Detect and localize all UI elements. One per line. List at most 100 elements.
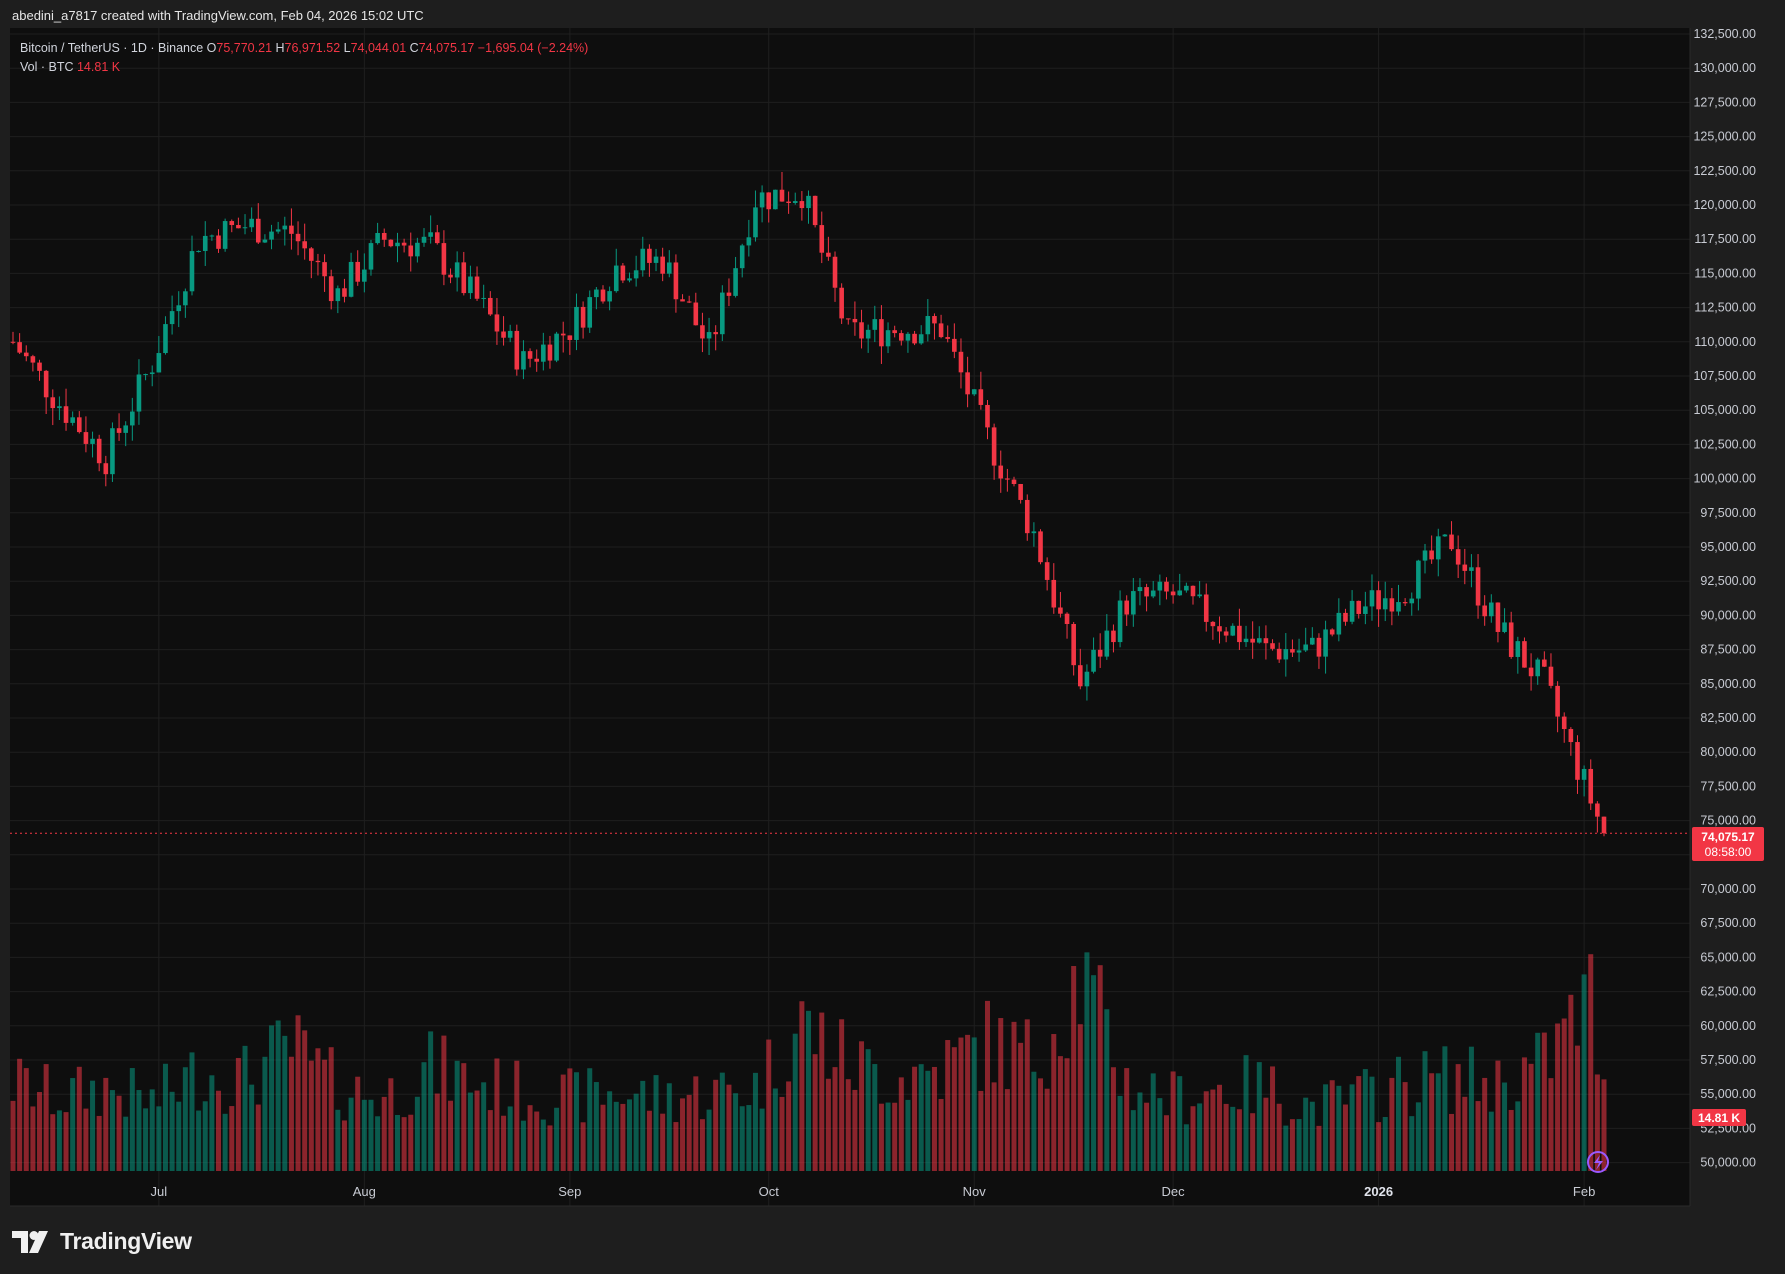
- y-tick-label: 130,000.00: [1693, 61, 1756, 75]
- y-tick-label: 77,500.00: [1700, 779, 1756, 793]
- candle-body: [534, 358, 540, 362]
- candle-body: [123, 425, 128, 433]
- volume-bar: [441, 1035, 447, 1171]
- volume-bar: [825, 1078, 831, 1171]
- volume-bar: [109, 1090, 115, 1171]
- volume-bar: [401, 1117, 407, 1171]
- volume-bar: [892, 1102, 898, 1171]
- price-axis[interactable]: 132,500.00 130,000.00 127,500.00 125,000.00…: [1693, 27, 1756, 1170]
- candle-body: [481, 297, 486, 299]
- candle-body: [1044, 562, 1050, 580]
- y-tick-label: 100,000.00: [1693, 472, 1756, 486]
- candle-body: [865, 329, 871, 339]
- volume-bar: [1435, 1073, 1441, 1171]
- volume-bar: [1137, 1092, 1143, 1171]
- volume-bar: [1270, 1066, 1276, 1171]
- volume-bar: [560, 1074, 566, 1171]
- candle-body: [547, 344, 553, 361]
- candle-body: [1449, 534, 1454, 550]
- y-tick-label: 127,500.00: [1693, 95, 1756, 109]
- volume-bar: [819, 1012, 825, 1171]
- volume-bar: [739, 1106, 745, 1171]
- volume-bar: [1217, 1084, 1223, 1171]
- candle-body: [1283, 649, 1289, 660]
- candle-body: [1077, 665, 1083, 687]
- candle-body: [567, 335, 573, 340]
- volume-bar: [83, 1108, 89, 1171]
- candle-body: [295, 233, 301, 242]
- volume-bar: [547, 1125, 553, 1171]
- volume-bar: [182, 1067, 188, 1171]
- volume-bar: [1455, 1064, 1461, 1171]
- volume-bar: [1395, 1056, 1401, 1171]
- volume-bar: [786, 1081, 792, 1171]
- volume-bar: [958, 1037, 964, 1171]
- candle-body: [17, 342, 22, 353]
- candle-body: [368, 243, 374, 270]
- y-tick-label: 80,000.00: [1700, 745, 1756, 759]
- candle-body: [905, 333, 911, 341]
- volume-bar: [534, 1111, 540, 1171]
- candle-body: [899, 333, 904, 341]
- y-tick-label: 92,500.00: [1700, 574, 1756, 588]
- candle-body: [110, 428, 115, 475]
- volume-bar: [196, 1110, 202, 1171]
- volume-bar: [1044, 1088, 1050, 1171]
- volume-bar: [1508, 1109, 1514, 1171]
- time-axis[interactable]: Jul Aug Sep Oct Nov Dec 2026 Feb: [151, 1184, 1596, 1199]
- y-tick-label: 97,500.00: [1700, 506, 1756, 520]
- volume-bar: [1449, 1113, 1455, 1171]
- volume-bar: [242, 1045, 248, 1171]
- tradingview-logo[interactable]: TradingView: [12, 1228, 192, 1255]
- volume-bar: [852, 1089, 858, 1171]
- candle-body: [1482, 605, 1487, 617]
- replay-icon[interactable]: [1587, 1151, 1609, 1173]
- y-tick-label: 117,500.00: [1694, 232, 1756, 246]
- candle-body: [1303, 644, 1308, 651]
- candle-body: [1005, 478, 1010, 480]
- volume-bar: [1190, 1106, 1196, 1171]
- candle-body: [249, 218, 254, 228]
- price-chart[interactable]: 132,500.00 130,000.00 127,500.00 125,000.00…: [0, 0, 1785, 1220]
- candle-body: [627, 278, 632, 281]
- volume-bar: [176, 1101, 182, 1171]
- candle-body: [196, 250, 201, 252]
- low-label: L: [343, 41, 351, 55]
- volume-bar: [660, 1113, 666, 1171]
- volume-bar: [156, 1106, 162, 1171]
- volume-bar: [978, 1090, 984, 1171]
- volume-bar: [1130, 1110, 1136, 1171]
- candle-body: [421, 236, 427, 243]
- volume-bar: [567, 1068, 573, 1171]
- volume-bar: [1482, 1077, 1488, 1171]
- candle-body: [918, 334, 924, 344]
- candle-body: [1270, 643, 1275, 649]
- tradingview-brand-text: TradingView: [60, 1228, 192, 1254]
- volume-bar: [414, 1096, 420, 1171]
- candle-body: [885, 330, 891, 347]
- candle-body: [474, 276, 480, 299]
- candle-body: [149, 372, 155, 375]
- candle-body: [514, 330, 520, 370]
- volume-label[interactable]: Vol · BTC: [20, 60, 74, 74]
- volume-bar: [43, 1064, 49, 1171]
- volume-bar: [1535, 1032, 1541, 1171]
- volume-bar: [1402, 1082, 1408, 1171]
- candle-body: [156, 353, 162, 373]
- symbol-label[interactable]: Bitcoin / TetherUS · 1D · Binance: [20, 41, 204, 55]
- volume-bar: [1581, 974, 1587, 1171]
- candle-body: [43, 370, 49, 398]
- volume-bar: [845, 1079, 851, 1171]
- candle-body: [1296, 650, 1302, 653]
- volume-bar: [162, 1063, 168, 1171]
- candle-body: [1276, 648, 1282, 660]
- candle-body: [1442, 534, 1448, 537]
- volume-bar: [839, 1019, 845, 1171]
- volume-bar: [1488, 1111, 1494, 1171]
- candle-body: [832, 256, 838, 288]
- volume-bar: [1555, 1023, 1561, 1171]
- candle-body: [1542, 659, 1547, 667]
- candle-body: [70, 417, 75, 423]
- volume-bar: [627, 1099, 633, 1171]
- candle-body: [1091, 649, 1096, 672]
